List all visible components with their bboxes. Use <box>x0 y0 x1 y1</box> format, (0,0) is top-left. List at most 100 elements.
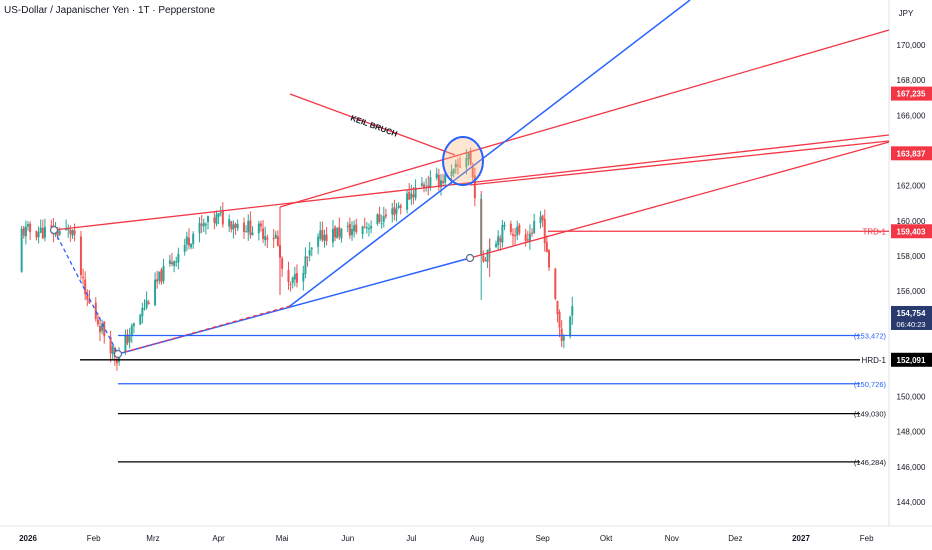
candle-body <box>128 336 131 342</box>
candle-body <box>516 226 519 236</box>
candle-body <box>204 224 207 226</box>
candle-body <box>217 213 220 217</box>
candle-body <box>397 205 400 208</box>
wedge-break-highlight <box>442 136 484 186</box>
candle-body <box>82 276 85 278</box>
price-tick: 150,000 <box>897 393 926 402</box>
candle-body <box>293 274 296 280</box>
candle-body <box>569 316 572 337</box>
candle-body <box>58 231 61 235</box>
candle-body <box>533 221 536 233</box>
candle-body <box>86 293 89 300</box>
candle-body <box>306 256 309 258</box>
candle-body <box>571 306 574 316</box>
candle-body <box>192 233 195 245</box>
candle-body <box>382 216 385 222</box>
candle-body <box>482 255 485 262</box>
candle-body <box>73 230 76 235</box>
rising-red-line <box>279 29 890 208</box>
candle-body <box>141 307 144 317</box>
candle-body <box>393 207 396 216</box>
candle-body <box>412 194 415 198</box>
time-tick: Okt <box>600 534 613 543</box>
price-tick: 158,000 <box>897 252 926 261</box>
candle-body <box>543 218 546 244</box>
candle-body <box>272 238 275 240</box>
candle-body <box>281 258 284 269</box>
candle-body <box>41 228 44 239</box>
candle-body <box>355 224 358 233</box>
candle-body <box>469 150 472 165</box>
candle-body <box>35 230 38 238</box>
candle-body <box>50 225 53 228</box>
candle-body <box>173 261 176 266</box>
candle-body <box>37 232 40 238</box>
candle-body <box>545 242 548 253</box>
time-tick: Jul <box>406 534 416 543</box>
candle-body <box>486 249 489 262</box>
candle-body <box>69 229 72 234</box>
candle-body <box>442 181 445 184</box>
candle-body <box>439 180 442 188</box>
trd-1-tag-bg <box>891 224 932 239</box>
candle-body <box>526 239 529 241</box>
candle-body <box>251 232 254 236</box>
candle-body <box>99 326 102 333</box>
candle-body <box>511 234 514 236</box>
time-tick: Feb <box>87 534 101 543</box>
candle-body <box>247 220 250 233</box>
candle-body <box>541 215 544 221</box>
candle-body <box>198 222 201 234</box>
candle-body <box>495 243 498 247</box>
candle-body <box>276 236 279 246</box>
blue-steep-trendline <box>289 0 691 307</box>
candle-body <box>111 346 114 355</box>
candle-body <box>304 256 307 274</box>
candle-body <box>317 236 320 247</box>
candle-body <box>245 231 248 233</box>
candle-body <box>467 152 470 160</box>
candle-body <box>331 228 334 243</box>
candle-body <box>266 237 269 240</box>
candle-body <box>558 312 561 328</box>
candle-body <box>162 265 165 281</box>
candle-body <box>547 250 550 268</box>
candle-body <box>29 223 32 233</box>
candle-body <box>334 227 337 238</box>
candle-body <box>147 302 150 304</box>
candle-body <box>230 221 233 230</box>
blue-dashed-leg <box>53 229 119 355</box>
candle-body <box>158 271 161 281</box>
candle-body <box>361 226 364 235</box>
time-tick: Feb <box>860 534 874 543</box>
candle-body <box>143 308 146 310</box>
candle-body <box>234 223 237 228</box>
candle-body <box>408 191 411 200</box>
candle-body <box>310 247 313 250</box>
trd-1-tag: 159,403 <box>897 227 926 236</box>
candle-body <box>295 272 298 283</box>
candle-body <box>450 171 453 176</box>
candle-body <box>96 319 99 325</box>
candle-body <box>65 228 68 231</box>
price-axis: JPY170,000168,000166,000164,000162,00016… <box>891 9 932 507</box>
candle-body <box>79 236 82 276</box>
candle-body <box>323 234 326 241</box>
candle-body <box>185 236 188 245</box>
candle-body <box>202 222 205 227</box>
candle-body <box>325 234 328 241</box>
candle-body <box>243 222 246 233</box>
candle-body <box>124 335 127 352</box>
hrd-1-tag: 152,091 <box>897 356 926 365</box>
anchor-point <box>465 253 475 263</box>
candle-body <box>274 234 277 239</box>
price-tick: 166,000 <box>897 111 926 120</box>
time-tick: Mrz <box>146 534 159 543</box>
candle-body <box>249 220 252 236</box>
time-tick: Aug <box>470 534 484 543</box>
grid <box>0 0 932 527</box>
anchor-point <box>113 349 123 359</box>
currency-label: JPY <box>899 9 914 18</box>
candle-body <box>22 227 25 236</box>
